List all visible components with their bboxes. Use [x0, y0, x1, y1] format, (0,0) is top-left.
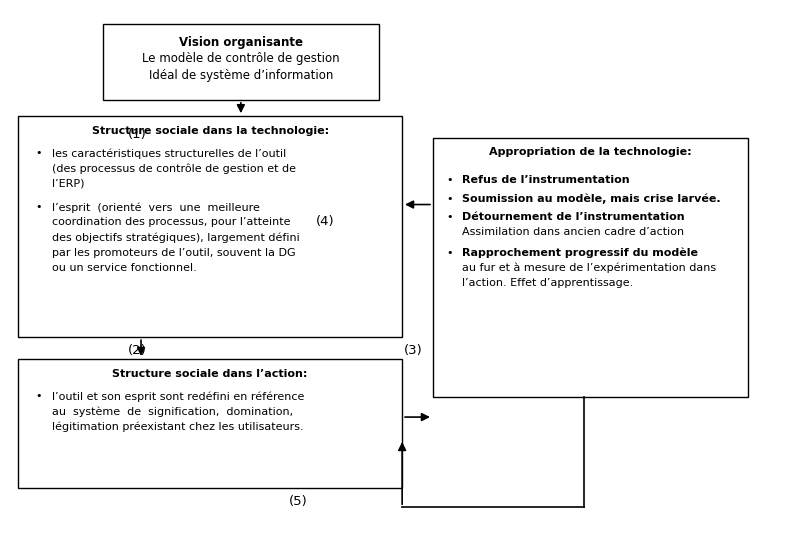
Text: des objectifs stratégiques), largement défini: des objectifs stratégiques), largement d… — [52, 233, 300, 243]
Bar — [433, 138, 748, 397]
Text: (3): (3) — [405, 344, 423, 357]
Text: (2): (2) — [127, 344, 146, 357]
Text: Refus de l’instrumentation: Refus de l’instrumentation — [462, 175, 630, 185]
Text: •: • — [35, 202, 42, 213]
Bar — [18, 359, 402, 488]
Text: (des processus de contrôle de gestion et de: (des processus de contrôle de gestion et… — [52, 164, 296, 174]
Text: •: • — [447, 212, 453, 222]
Text: coordination des processus, pour l’atteinte: coordination des processus, pour l’attei… — [52, 217, 290, 227]
Text: (4): (4) — [316, 215, 334, 228]
Text: légitimation préexistant chez les utilisateurs.: légitimation préexistant chez les utilis… — [52, 421, 304, 432]
Text: Vision organisante: Vision organisante — [179, 36, 303, 49]
Bar — [18, 116, 402, 337]
Text: par les promoteurs de l’outil, souvent la DG: par les promoteurs de l’outil, souvent l… — [52, 247, 296, 258]
Text: l’ERP): l’ERP) — [52, 179, 84, 189]
Text: l’action. Effet d’apprentissage.: l’action. Effet d’apprentissage. — [462, 278, 634, 288]
Text: •: • — [35, 391, 42, 401]
Text: au fur et à mesure de l’expérimentation dans: au fur et à mesure de l’expérimentation … — [462, 263, 716, 273]
Text: ou un service fonctionnel.: ou un service fonctionnel. — [52, 263, 197, 273]
Text: au  système  de  signification,  domination,: au système de signification, domination, — [52, 406, 293, 417]
Text: l’outil et son esprit sont redéfini en référence: l’outil et son esprit sont redéfini en r… — [52, 391, 305, 402]
Text: Appropriation de la technologie:: Appropriation de la technologie: — [489, 147, 692, 158]
Text: Détournement de l’instrumentation: Détournement de l’instrumentation — [462, 212, 685, 222]
Text: •: • — [447, 247, 453, 258]
Text: (1): (1) — [127, 129, 146, 142]
Text: Soumission au modèle, mais crise larvée.: Soumission au modèle, mais crise larvée. — [462, 193, 721, 204]
Text: Le modèle de contrôle de gestion: Le modèle de contrôle de gestion — [142, 52, 340, 65]
Text: l’esprit  (orienté  vers  une  meilleure: l’esprit (orienté vers une meilleure — [52, 202, 260, 213]
Text: Assimilation dans ancien cadre d’action: Assimilation dans ancien cadre d’action — [462, 227, 684, 237]
Text: •: • — [35, 148, 42, 159]
Text: les caractéristiques structurelles de l’outil: les caractéristiques structurelles de l’… — [52, 148, 286, 159]
Text: Structure sociale dans la technologie:: Structure sociale dans la technologie: — [91, 126, 329, 136]
Bar — [102, 25, 379, 100]
Text: •: • — [447, 193, 453, 204]
Text: Structure sociale dans l’action:: Structure sociale dans l’action: — [113, 368, 308, 379]
Text: •: • — [447, 175, 453, 185]
Text: Idéal de système d’information: Idéal de système d’information — [149, 69, 333, 82]
Text: (5): (5) — [289, 495, 308, 508]
Text: Rapprochement progressif du modèle: Rapprochement progressif du modèle — [462, 247, 698, 258]
